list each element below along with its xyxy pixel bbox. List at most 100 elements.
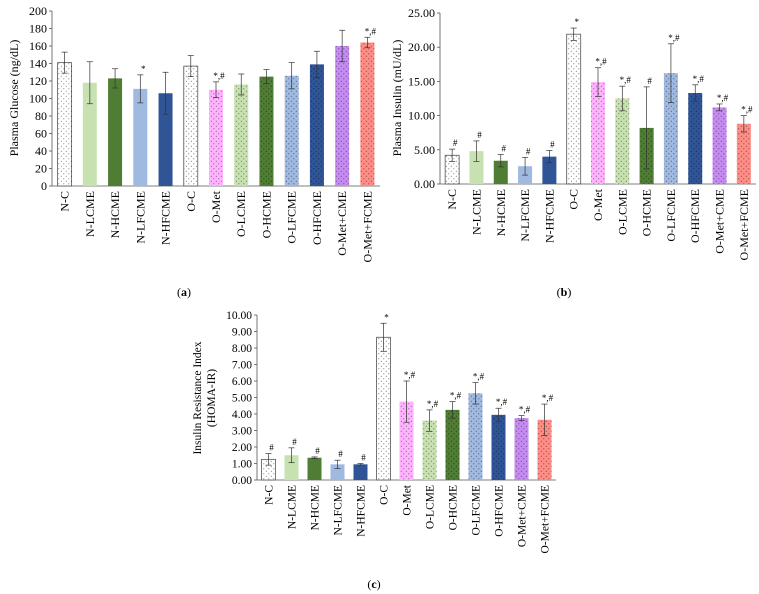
y-tick-label: 140 [29, 57, 47, 71]
y-tick-label: 80 [35, 109, 47, 123]
bar-pattern [445, 409, 460, 480]
significance-label: * [574, 17, 579, 27]
bar-n-lfcme [330, 464, 345, 480]
bar-pattern [537, 419, 552, 480]
y-tick-label: 0 [41, 179, 47, 193]
bar-pattern [183, 66, 198, 186]
y-tick-label: 8.00 [232, 343, 252, 355]
y-tick-label: 10.00 [408, 109, 435, 123]
panel-c-label: (c) [367, 577, 380, 591]
bar-pattern [422, 420, 437, 480]
bar-n-lfcme [133, 88, 148, 186]
y-axis-label: Insulin Resistance Index (HOMA-IR) [192, 341, 218, 454]
bar-pattern [615, 98, 630, 184]
significance-label: *,# [450, 391, 462, 401]
y-tick-label: 10.00 [226, 310, 252, 322]
y-tick-label: 25.00 [408, 6, 435, 20]
significance-label: * [384, 312, 389, 322]
bar-n-hcme [108, 78, 123, 186]
x-tick-label: O-Met+CME [713, 189, 727, 254]
y-tick-label: 2.00 [232, 442, 252, 454]
y-tick-label: 4.00 [232, 409, 252, 421]
panel-a-label: (a) [177, 285, 191, 299]
y-tick-label: 15.00 [408, 74, 435, 88]
significance-label: # [477, 130, 482, 140]
significance-label: *,# [620, 75, 632, 85]
x-tick-label: N-C [445, 189, 459, 210]
x-tick-label: O-HFCME [688, 189, 702, 243]
bar-n-hcme [307, 457, 322, 480]
x-tick-label: O-C [567, 189, 581, 210]
x-tick-label: N-C [264, 485, 276, 505]
y-tick-label: 0.00 [414, 177, 435, 191]
significance-label: # [315, 446, 320, 456]
x-tick-label: O-C [379, 485, 391, 505]
x-tick-label: N-C [58, 191, 72, 212]
significance-label: *,# [496, 397, 508, 407]
y-tick-label: 200 [29, 4, 47, 18]
x-tick-label: N-LFCME [333, 485, 345, 535]
significance-label: # [502, 144, 507, 154]
significance-label: # [453, 138, 458, 148]
bar-n-hcme [493, 160, 508, 184]
bar-pattern [712, 107, 727, 184]
x-tick-label: O-Met+FCME [360, 191, 374, 262]
x-tick-label: N-LCME [469, 189, 483, 235]
bar-n-hfcme [542, 156, 557, 184]
bar-pattern [399, 401, 414, 480]
significance-label: *,# [519, 405, 531, 415]
y-tick-label: 9.00 [232, 327, 252, 339]
significance-label: *,# [404, 370, 416, 380]
bar-n-hfcme [158, 93, 173, 186]
bar-pattern [736, 123, 751, 184]
bar-pattern [663, 73, 678, 184]
panel-c-homa-ir-chart: 0.00 1.00 2.00 3.00 4.00 5.00 6.00 7.00 8.00 9.00… [192, 310, 556, 553]
y-tick-label: 3.00 [232, 426, 252, 438]
y-tick-label: 40 [35, 144, 47, 158]
significance-label: # [269, 443, 274, 453]
bar-pattern [445, 155, 460, 184]
y-tick-label: 100 [29, 92, 47, 106]
bar-n-lcme [469, 151, 484, 184]
y-tick-label: 60 [35, 127, 47, 141]
x-tick-label: O-LFCME [285, 191, 299, 244]
x-tick-label: O-C [184, 191, 198, 212]
x-tick-label: O-Met+CME [517, 485, 529, 547]
bar-pattern [309, 64, 324, 186]
x-tick-label: N-HFCME [356, 485, 368, 537]
x-tick-label: O-Met [591, 188, 605, 221]
x-tick-label: N-LCME [287, 485, 299, 529]
x-tick-label: N-HFCME [542, 189, 556, 243]
y-tick-label: 120 [29, 74, 47, 88]
bar-pattern [261, 459, 276, 480]
x-tick-label: O-LFCME [471, 485, 483, 535]
significance-label: # [292, 437, 297, 447]
panel-b-label: (b) [557, 285, 572, 299]
bar-pattern [566, 34, 581, 185]
bar-n-lcme [82, 82, 97, 186]
bar-pattern [209, 89, 223, 186]
x-tick-label: O-Met+FCME [540, 485, 552, 553]
x-tick-label: O-LFCME [664, 189, 678, 242]
x-tick-label: O-HFCME [310, 191, 324, 245]
bar-n-lcme [284, 455, 299, 480]
x-tick-label: N-LCME [83, 191, 97, 237]
bar-pattern [688, 93, 703, 184]
x-tick-label: O-Met [402, 484, 414, 515]
bar-pattern [284, 75, 299, 186]
bar-pattern [57, 62, 72, 186]
bar-pattern [376, 337, 391, 480]
significance-label: *,# [427, 399, 439, 409]
panel-a-glucose-chart: 0 20 40 60 80 100 120 140 160 180 200 Plasma Glucos… [7, 4, 380, 262]
y-tick-label: 0.00 [232, 475, 252, 487]
x-tick-label: O-HFCME [494, 485, 506, 537]
y-tick-label: 7.00 [232, 360, 252, 372]
x-tick-label: N-LFCME [518, 189, 532, 242]
x-tick-label: N-HFCME [159, 191, 173, 245]
significance-label: *,# [473, 372, 485, 382]
bar-pattern [514, 418, 529, 480]
x-tick-label: O-Met [209, 190, 223, 223]
x-tick-label: O-LCME [425, 485, 437, 529]
significance-label: *,# [741, 105, 753, 115]
significance-label: *,# [213, 71, 225, 81]
